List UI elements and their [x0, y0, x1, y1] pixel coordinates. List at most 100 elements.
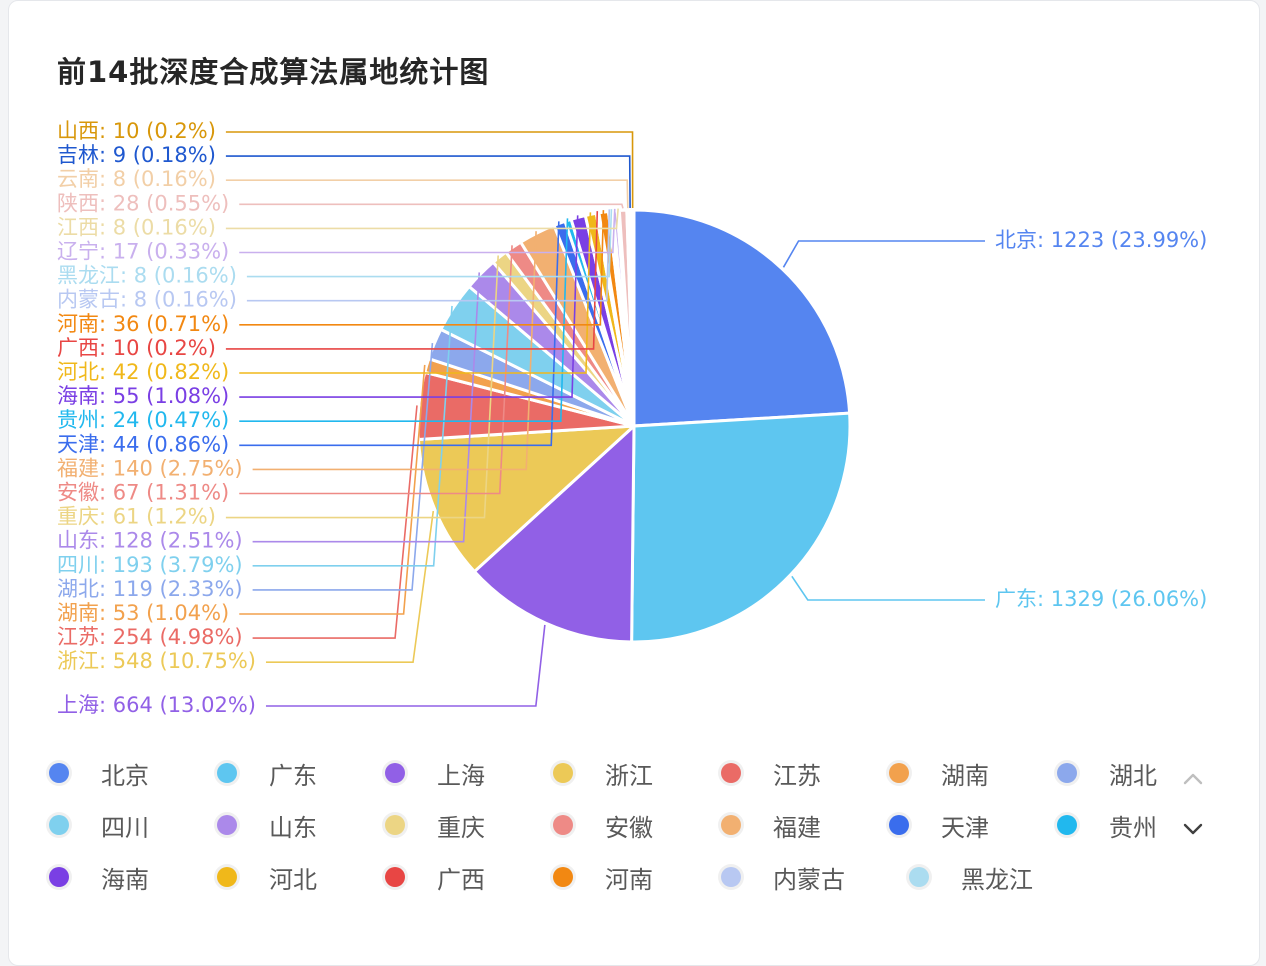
legend-marker	[721, 763, 741, 783]
leader-line	[791, 575, 985, 601]
legend-marker	[889, 815, 909, 835]
data-label: 江苏: 254 (4.98%)	[57, 625, 243, 649]
data-label: 山东: 128 (2.51%)	[57, 529, 243, 553]
legend-item[interactable]: 海南	[49, 857, 149, 897]
pie-slice[interactable]	[632, 208, 852, 428]
legend-item[interactable]: 内蒙古	[721, 857, 845, 897]
data-label: 内蒙古: 8 (0.16%)	[57, 288, 237, 312]
legend-marker	[217, 867, 237, 887]
data-label: 广东: 1329 (26.06%)	[995, 587, 1207, 611]
legend-marker	[1057, 763, 1077, 783]
chevron-up-icon[interactable]	[1181, 765, 1205, 793]
data-label: 北京: 1223 (23.99%)	[995, 228, 1207, 252]
pie-slice[interactable]	[630, 411, 852, 644]
leader-line	[225, 211, 599, 350]
data-label: 湖北: 119 (2.33%)	[57, 577, 243, 601]
legend-marker	[217, 763, 237, 783]
legend-marker	[385, 867, 405, 887]
legend-label: 福建	[773, 813, 821, 842]
data-label: 浙江: 548 (10.75%)	[57, 649, 256, 673]
legend-item[interactable]: 河南	[553, 857, 653, 897]
leader-line	[252, 305, 453, 567]
leader-line	[265, 624, 546, 707]
data-label: 广西: 10 (0.2%)	[57, 336, 216, 360]
leader-line	[782, 240, 985, 268]
data-label: 上海: 664 (13.02%)	[57, 693, 256, 717]
legend-item[interactable]: 广西	[385, 857, 485, 897]
data-label: 天津: 44 (0.86%)	[57, 432, 229, 456]
legend-marker	[553, 815, 573, 835]
legend-marker	[909, 867, 929, 887]
data-label: 黑龙江: 8 (0.16%)	[57, 264, 237, 288]
legend-label: 浙江	[605, 761, 653, 790]
data-label: 山西: 10 (0.2%)	[57, 119, 216, 143]
legend-marker	[49, 815, 69, 835]
chart-title: 前14批深度合成算法属地统计图	[57, 55, 490, 89]
legend-label: 黑龙江	[961, 865, 1033, 894]
data-label: 四川: 193 (3.79%)	[57, 553, 243, 577]
legend-label: 河南	[605, 865, 653, 894]
data-label: 湖南: 53 (1.04%)	[57, 601, 229, 625]
leader-line	[252, 405, 418, 639]
legend-label: 重庆	[437, 813, 485, 842]
data-label: 福建: 140 (2.75%)	[57, 456, 243, 480]
leader-line	[225, 179, 629, 209]
leader-line	[239, 208, 616, 254]
leader-line	[252, 272, 481, 543]
legend-item[interactable]: 福建	[721, 805, 821, 845]
legend-label: 江苏	[773, 761, 821, 790]
chevron-down-icon[interactable]	[1181, 815, 1205, 843]
legend-item[interactable]: 湖南	[889, 753, 989, 793]
legend-item[interactable]: 浙江	[553, 753, 653, 793]
pie-slice[interactable]	[416, 424, 636, 574]
legend-item[interactable]: 黑龙江	[909, 857, 1033, 897]
legend-item[interactable]: 安徽	[553, 805, 653, 845]
legend-marker	[217, 815, 237, 835]
legend-marker	[553, 867, 573, 887]
legend-item[interactable]: 四川	[49, 805, 149, 845]
data-label: 吉林: 9 (0.18%)	[57, 143, 216, 167]
leader-line	[246, 209, 611, 302]
data-label: 江西: 8 (0.16%)	[57, 215, 216, 239]
legend-marker	[1057, 815, 1077, 835]
legend-item[interactable]: 贵州	[1057, 805, 1157, 845]
legend-label: 广西	[437, 865, 485, 894]
legend-item[interactable]: 广东	[217, 753, 317, 793]
leader-line	[225, 255, 499, 519]
data-label: 安徽: 67 (1.31%)	[57, 481, 229, 505]
legend-item[interactable]: 湖北	[1057, 753, 1157, 793]
leader-line	[239, 210, 605, 326]
leader-line	[239, 203, 624, 209]
pie-slice[interactable]	[629, 208, 636, 428]
leader-line	[225, 155, 631, 209]
leader-line	[252, 342, 434, 591]
legend-item[interactable]: 重庆	[385, 805, 485, 845]
legend-marker	[49, 763, 69, 783]
legend-item[interactable]: 北京	[49, 753, 149, 793]
legend-item[interactable]: 江苏	[721, 753, 821, 793]
legend-label: 山东	[269, 813, 317, 842]
legend-label: 海南	[101, 865, 149, 894]
pie-slice[interactable]	[472, 424, 636, 644]
data-label: 海南: 55 (1.08%)	[57, 384, 229, 408]
legend-item[interactable]: 上海	[385, 753, 485, 793]
legend-label: 天津	[941, 813, 989, 842]
legend-item[interactable]: 山东	[217, 805, 317, 845]
legend-label: 河北	[269, 865, 317, 894]
data-label: 河北: 42 (0.82%)	[57, 360, 229, 384]
leader-line	[265, 510, 435, 663]
data-label: 河南: 36 (0.71%)	[57, 312, 229, 336]
leader-line	[239, 221, 560, 447]
legend-marker	[385, 763, 405, 783]
legend-label: 湖南	[941, 761, 989, 790]
data-label: 重庆: 61 (1.2%)	[57, 505, 216, 529]
legend-item[interactable]: 河北	[217, 857, 317, 897]
legend-item[interactable]: 天津	[889, 805, 989, 845]
leader-line	[246, 209, 613, 278]
legend-marker	[385, 815, 405, 835]
data-label: 云南: 8 (0.16%)	[57, 167, 216, 191]
leader-line	[225, 131, 634, 209]
legend-marker	[49, 867, 69, 887]
legend-marker	[889, 763, 909, 783]
leader-line	[239, 364, 426, 615]
